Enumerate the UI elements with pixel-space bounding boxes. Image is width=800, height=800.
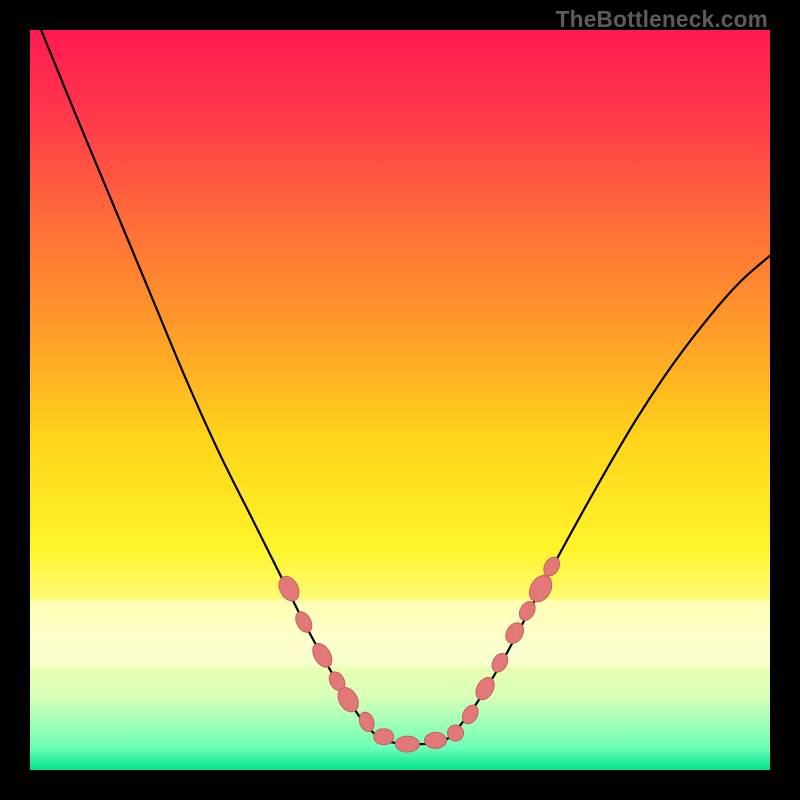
chart-svg [30, 30, 770, 770]
highlight-band [30, 600, 770, 667]
data-marker [395, 736, 419, 752]
data-marker [425, 732, 447, 748]
outer-frame: TheBottleneck.com [0, 0, 800, 800]
data-marker [374, 729, 394, 745]
watermark-text: TheBottleneck.com [556, 6, 768, 33]
plot-area [30, 30, 770, 770]
